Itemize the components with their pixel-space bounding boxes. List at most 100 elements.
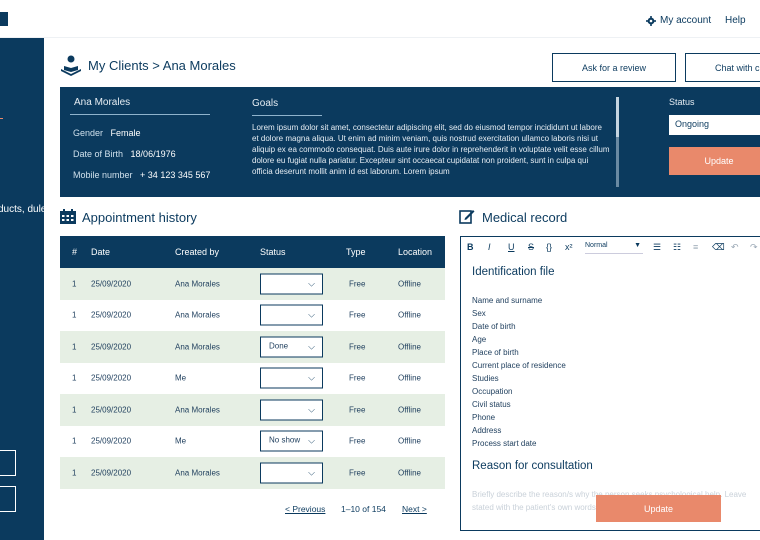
goals-scrollbar[interactable] — [616, 97, 619, 187]
row-type: Free — [349, 436, 366, 446]
format-select[interactable]: Normal ▼ — [585, 242, 643, 254]
chevron-down-icon: ⌵ — [308, 372, 315, 383]
numbered-list-icon[interactable]: ☷ — [673, 242, 682, 252]
my-account-label: My account — [660, 15, 712, 26]
col-type: Type — [346, 247, 366, 257]
sidebar: ducts, dule — [0, 38, 44, 540]
previous-page-link[interactable]: < Previous — [285, 504, 326, 514]
identification-heading: Identification file — [472, 266, 555, 278]
sidebar-button[interactable] — [0, 486, 16, 512]
bold-icon[interactable]: B — [467, 242, 474, 252]
eraser-icon[interactable]: ⌫ — [712, 242, 725, 252]
row-num: 1 — [72, 310, 77, 320]
field-dob: Date of birth — [472, 322, 516, 331]
italic-icon[interactable]: I — [488, 242, 491, 252]
status-value: No show — [269, 435, 301, 445]
indent-icon[interactable]: ≡ — [693, 242, 699, 252]
reason-heading: Reason for consultation — [472, 460, 593, 472]
underline-icon[interactable]: U — [508, 242, 515, 252]
row-date: 25/09/2020 — [91, 310, 132, 320]
row-num: 1 — [72, 436, 77, 446]
page-range: 1–10 of 154 — [341, 504, 386, 514]
reason-placeholder[interactable]: Briefly describe the reason/s why the pe… — [472, 490, 747, 512]
strikethrough-icon[interactable]: S — [528, 242, 535, 252]
row-date: 25/09/2020 — [91, 342, 132, 352]
status-dropdown[interactable]: ⌵ — [260, 367, 323, 389]
row-type: Free — [349, 342, 366, 352]
client-name: Ana Morales — [74, 97, 131, 108]
mobile-row: Mobile number + 34 123 345 567 — [73, 170, 210, 180]
field-civil-status: Civil status — [472, 400, 511, 409]
client-panel: Ana Morales Gender Female Date of Birth … — [60, 87, 760, 197]
undo-icon[interactable]: ↶ — [731, 242, 739, 252]
mobile-value: + 34 123 345 567 — [140, 170, 211, 180]
dob-value: 18/06/1976 — [130, 149, 176, 159]
table-row: 1 25/09/2020 Ana Morales ⌵ Free Offline — [60, 457, 445, 489]
row-location: Offline — [398, 468, 421, 478]
col-status: Status — [260, 247, 286, 257]
bullet-list-icon[interactable]: ☰ — [653, 242, 662, 252]
gear-icon — [646, 15, 656, 26]
row-date: 25/09/2020 — [91, 468, 132, 478]
my-account-link[interactable]: My account — [646, 15, 711, 26]
row-created-by: Ana Morales — [175, 279, 220, 289]
medical-record-editor[interactable]: B I U S {} x² Normal ▼ ☰ ☷ ≡ ⌫ ↶ ↷ Ident… — [460, 236, 760, 531]
goals-scrollbar-thumb[interactable] — [616, 97, 619, 137]
chevron-down-icon: ⌵ — [308, 435, 315, 446]
field-birthplace: Place of birth — [472, 348, 519, 357]
status-dropdown[interactable]: ⌵ — [260, 399, 323, 421]
sidebar-button[interactable] — [0, 450, 16, 476]
field-address: Address — [472, 426, 502, 435]
chevron-down-icon: ⌵ — [308, 467, 315, 478]
field-studies: Studies — [472, 374, 499, 383]
table-row: 1 25/09/2020 Ana Morales ⌵ Free Offline — [60, 394, 445, 426]
field-phone: Phone — [472, 413, 496, 422]
update-status-button[interactable]: Update — [669, 147, 760, 175]
superscript-icon[interactable]: x² — [565, 242, 573, 252]
table-row: 1 25/09/2020 Ana Morales Done ⌵ Free Offl… — [60, 331, 445, 363]
row-num: 1 — [72, 373, 77, 383]
identification-fields: Name and surname Sex Date of birth Age P… — [472, 294, 566, 450]
row-location: Offline — [398, 310, 421, 320]
field-start-date: Process start date — [472, 439, 537, 448]
sidebar-promo-text: ducts, dule — [0, 204, 44, 215]
chevron-down-icon: ⌵ — [308, 341, 315, 352]
dob-label: Date of Birth — [73, 149, 124, 159]
status-label: Status — [669, 97, 695, 107]
caret-down-icon: ▼ — [634, 242, 641, 249]
status-dropdown[interactable]: No show ⌵ — [260, 430, 323, 452]
gender-label: Gender — [73, 128, 104, 138]
field-occupation: Occupation — [472, 387, 513, 396]
row-type: Free — [349, 468, 366, 478]
col-date: Date — [91, 247, 111, 257]
row-created-by: Ana Morales — [175, 405, 220, 415]
status-dropdown[interactable]: ⌵ — [260, 462, 323, 484]
editor-toolbar: B I U S {} x² Normal ▼ ☰ ☷ ≡ ⌫ ↶ ↷ — [461, 237, 760, 259]
status-dropdown[interactable]: ⌵ — [260, 304, 323, 326]
table-row: 1 25/09/2020 Ana Morales ⌵ Free Offline — [60, 300, 445, 332]
table-row: 1 25/09/2020 Me No show ⌵ Free Offline — [60, 426, 445, 458]
row-location: Offline — [398, 373, 421, 383]
chevron-down-icon: ⌵ — [308, 278, 315, 289]
ask-review-button[interactable]: Ask for a review — [552, 53, 676, 82]
redo-icon[interactable]: ↷ — [750, 242, 758, 252]
next-page-link[interactable]: Next > — [402, 504, 427, 514]
status-select[interactable]: Ongoing — [669, 115, 760, 135]
code-icon[interactable]: {} — [546, 242, 553, 252]
chevron-down-icon: ⌵ — [308, 404, 315, 415]
status-dropdown[interactable]: Done ⌵ — [260, 336, 323, 358]
goals-text: Lorem ipsum dolor sit amet, consectetur … — [252, 123, 610, 176]
field-age: Age — [472, 335, 487, 344]
chat-button[interactable]: Chat with c — [685, 53, 760, 82]
goals-heading: Goals — [252, 98, 279, 109]
help-link[interactable]: Help — [725, 15, 746, 26]
row-date: 25/09/2020 — [91, 279, 132, 289]
sidebar-divider — [0, 118, 3, 119]
update-record-button[interactable]: Update — [596, 495, 721, 522]
row-created-by: Ana Morales — [175, 342, 220, 352]
status-dropdown[interactable]: ⌵ — [260, 273, 323, 295]
calendar-icon — [60, 209, 76, 224]
table-header: # Date Created by Status Type Location — [60, 236, 445, 268]
appointment-table: # Date Created by Status Type Location 1… — [60, 236, 445, 489]
